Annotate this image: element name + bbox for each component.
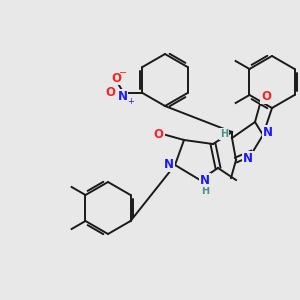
Text: N: N	[243, 152, 253, 164]
Text: O: O	[153, 128, 163, 142]
Text: O: O	[261, 91, 271, 103]
Text: N: N	[118, 89, 128, 103]
Text: N: N	[200, 173, 210, 187]
Text: +: +	[127, 98, 134, 106]
Text: N: N	[263, 125, 273, 139]
Text: −: −	[119, 68, 128, 78]
Text: O: O	[112, 71, 122, 85]
Text: H: H	[220, 129, 228, 139]
Text: H: H	[201, 186, 209, 196]
Text: N: N	[164, 158, 174, 172]
Text: O: O	[106, 86, 116, 100]
